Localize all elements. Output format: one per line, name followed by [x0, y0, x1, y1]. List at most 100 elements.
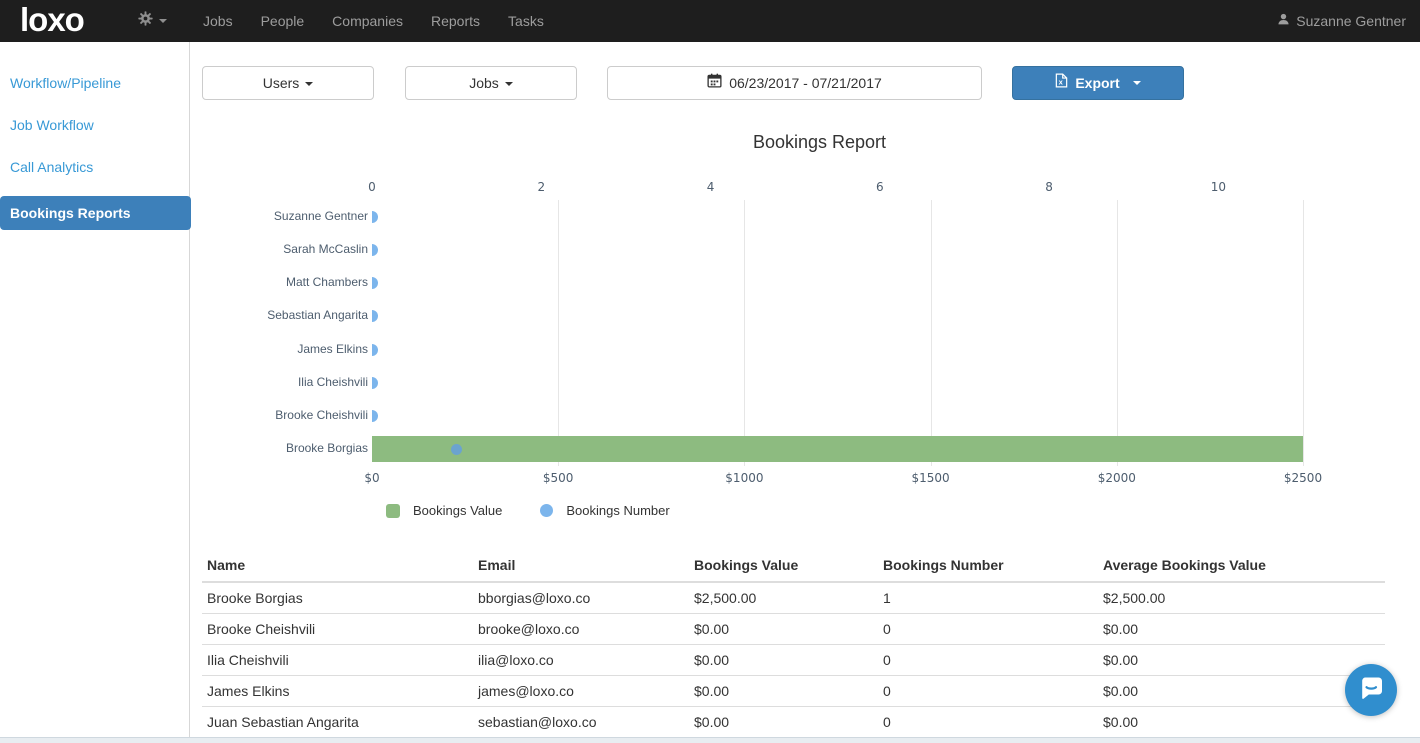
top-axis-tick: 10	[1210, 180, 1226, 194]
legend-label: Bookings Number	[566, 503, 670, 518]
bottom-strip	[0, 737, 1420, 743]
table-row: Brooke Cheishvili brooke@loxo.co $0.00 0 $0.…	[202, 613, 1385, 645]
cell-name: Brooke Borgias	[202, 582, 473, 614]
excel-file-icon: x	[1055, 67, 1068, 99]
nav-item-tasks[interactable]: Tasks	[508, 13, 544, 29]
table-row: Ilia Cheishvili ilia@loxo.co $0.00 0 $0.00	[202, 644, 1385, 676]
column-header-average-bookings-value: Average Bookings Value	[1098, 552, 1385, 583]
sidebar-item-bookings-reports[interactable]: Bookings Reports	[0, 196, 191, 230]
chevron-down-icon	[1132, 81, 1141, 85]
cell-name: Brooke Cheishvili	[202, 613, 473, 645]
export-label: Export	[1075, 75, 1120, 91]
nav-item-companies[interactable]: Companies	[332, 13, 403, 29]
category-label-suzanne-gentner: Suzanne Gentner	[273, 208, 368, 223]
cell-average-bookings-value: $0.00	[1098, 613, 1385, 645]
top-navbar: loxo	[0, 0, 1420, 42]
settings-dropdown[interactable]	[126, 0, 179, 42]
cell-name: James Elkins	[202, 675, 473, 707]
marker-brooke-borgias[interactable]	[451, 443, 463, 455]
table-row: Juan Sebastian Angarita sebastian@loxo.co…	[202, 706, 1385, 738]
marker-suzanne-gentner[interactable]	[372, 210, 378, 223]
table-header-row: Name Email Bookings Value Bookings Number Av…	[202, 552, 1385, 583]
cell-email: ilia@loxo.co	[473, 644, 689, 676]
bottom-axis-tick: $0	[364, 471, 380, 485]
cell-bookings-number: 0	[878, 675, 1098, 707]
category-label-sarah-mccaslin: Sarah McCaslin	[283, 241, 368, 256]
cell-bookings-value: $2,500.00	[689, 582, 878, 614]
nav-item-reports[interactable]: Reports	[431, 13, 481, 29]
bookings-table: Name Email Bookings Value Bookings Number Av…	[202, 552, 1385, 738]
sidebar-item-call-analytics[interactable]: Call Analytics	[10, 159, 94, 175]
bottom-axis-tick: $2000	[1097, 471, 1136, 485]
cell-average-bookings-value: $0.00	[1098, 706, 1385, 738]
gridline	[930, 200, 932, 466]
marker-sarah-mccaslin[interactable]	[372, 243, 378, 256]
legend-label: Bookings Value	[413, 503, 503, 518]
cell-average-bookings-value: $0.00	[1098, 675, 1385, 707]
user-menu[interactable]: Suzanne Gentner	[1277, 0, 1406, 42]
svg-text:x: x	[1059, 78, 1064, 87]
loxo-logo[interactable]: loxo	[20, 1, 85, 38]
column-header-email: Email	[473, 552, 689, 583]
category-label-sebastian-angarita: Sebastian Angarita	[267, 308, 368, 323]
chart-legend: Bookings Value Bookings Number	[386, 503, 670, 518]
cell-email: bborgias@loxo.co	[473, 582, 689, 614]
date-range-value: 06/23/2017 - 07/21/2017	[729, 75, 882, 91]
legend-item-bookings-value[interactable]: Bookings Value	[386, 503, 502, 518]
bottom-axis-tick: $500	[542, 471, 574, 485]
gridline	[558, 200, 560, 466]
cell-bookings-value: $0.00	[689, 675, 878, 707]
jobs-filter-label: Jobs	[469, 75, 499, 91]
gridline	[1116, 200, 1118, 466]
cell-bookings-value: $0.00	[689, 706, 878, 738]
cell-average-bookings-value: $2,500.00	[1098, 582, 1385, 614]
gridline	[744, 200, 746, 466]
cell-bookings-value: $0.00	[689, 644, 878, 676]
cell-average-bookings-value: $0.00	[1098, 644, 1385, 676]
marker-brooke-cheishvili[interactable]	[372, 410, 378, 423]
chart-title: Bookings Report	[752, 132, 887, 152]
top-axis-tick: 0	[368, 180, 376, 194]
cell-email: sebastian@loxo.co	[473, 706, 689, 738]
category-label-james-elkins: James Elkins	[297, 341, 368, 356]
cell-email: james@loxo.co	[473, 675, 689, 707]
cell-bookings-number: 0	[878, 706, 1098, 738]
chevron-down-icon	[305, 82, 314, 87]
date-range-picker[interactable]: 06/23/2017 - 07/21/2017	[607, 66, 982, 100]
legend-square-swatch	[386, 503, 400, 518]
sidebar: Workflow/Pipeline Job Workflow Call Analyt…	[0, 42, 191, 737]
chevron-down-icon	[504, 82, 513, 87]
marker-ilia-cheishvili[interactable]	[372, 376, 378, 389]
gear-icon	[138, 11, 153, 31]
category-label-brooke-cheishvili: Brooke Cheishvili	[275, 408, 368, 423]
cell-name: Juan Sebastian Angarita	[202, 706, 473, 738]
users-filter-dropdown[interactable]: Users	[202, 66, 374, 100]
bottom-axis-tick: $1500	[911, 471, 950, 485]
export-dropdown[interactable]: x Export	[1012, 66, 1184, 100]
cell-email: brooke@loxo.co	[473, 613, 689, 645]
cell-bookings-number: 1	[878, 582, 1098, 614]
marker-sebastian-angarita[interactable]	[372, 310, 378, 323]
sidebar-item-job-workflow[interactable]: Job Workflow	[10, 117, 94, 133]
column-header-name: Name	[202, 552, 473, 583]
nav-item-jobs[interactable]: Jobs	[203, 13, 233, 29]
gridline	[1303, 200, 1304, 466]
cell-bookings-number: 0	[878, 613, 1098, 645]
table-row: Brooke Borgias bborgias@loxo.co $2,500.00 1…	[202, 582, 1385, 614]
user-icon	[1277, 13, 1290, 29]
bar-brooke-borgias[interactable]	[372, 436, 1303, 463]
column-header-bookings-number: Bookings Number	[878, 552, 1098, 583]
bottom-axis-tick: $1000	[725, 471, 764, 485]
top-axis-tick: 4	[706, 180, 715, 194]
chat-launcher-button[interactable]	[1345, 664, 1397, 716]
table-row: James Elkins james@loxo.co $0.00 0 $0.00	[202, 675, 1385, 707]
cell-bookings-value: $0.00	[689, 613, 878, 645]
nav-item-people[interactable]: People	[260, 13, 305, 29]
marker-matt-chambers[interactable]	[372, 277, 378, 290]
sidebar-item-workflow-pipeline[interactable]: Workflow/Pipeline	[10, 75, 122, 91]
jobs-filter-dropdown[interactable]: Jobs	[405, 66, 577, 100]
marker-james-elkins[interactable]	[372, 343, 378, 356]
legend-item-bookings-number[interactable]: Bookings Number	[540, 503, 670, 518]
users-filter-label: Users	[262, 75, 300, 91]
